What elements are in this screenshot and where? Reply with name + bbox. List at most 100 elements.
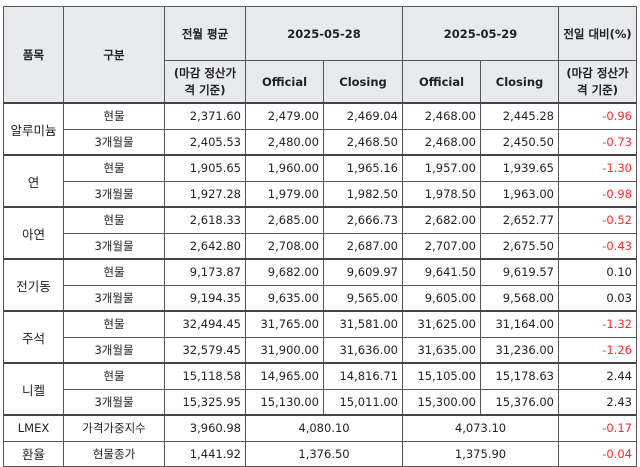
d1-official-cell: 1,979.00: [245, 180, 324, 208]
table-row: 3개월물 9,194.35 9,635.00 9,565.00 9,605.00…: [4, 284, 637, 312]
d2-closing-cell: 9,568.00: [480, 284, 559, 312]
header-d1-closing: Closing: [323, 60, 403, 104]
header-d2-official: Official: [402, 60, 481, 104]
d1-official-cell: 2,708.00: [245, 232, 324, 260]
d1-official-cell: 31,765.00: [245, 310, 324, 338]
table-row: 알루미늄 현물 2,371.60 2,479.00 2,469.04 2,468…: [3, 102, 637, 156]
d2-closing-cell: 2,445.28: [480, 102, 559, 130]
lme-price-table: 품목 구분 전월 평균 2025-05-28 2025-05-29 전일 대비(…: [3, 6, 637, 467]
header-item: 품목: [3, 6, 64, 104]
avg-cell: 1,927.28: [164, 180, 246, 208]
d1-value-cell: 4,080.10: [245, 414, 403, 442]
d1-closing-cell: 14,816.71: [323, 362, 403, 390]
kind-cell: 3개월물: [63, 232, 165, 260]
change-cell: -0.43: [558, 232, 637, 260]
kind-cell: 3개월물: [63, 336, 165, 364]
table-row-fx: 환율 현물종가 1,441.92 1,376.50 1,375.90 -0.04: [3, 440, 637, 467]
header-prev-avg: 전월 평균: [164, 6, 246, 61]
d2-official-cell: 31,635.00: [402, 336, 481, 364]
kind-cell: 3개월물: [63, 128, 165, 156]
table-row: 3개월물 2,405.53 2,480.00 2,468.50 2,468.00…: [4, 128, 637, 156]
change-cell: -0.52: [558, 206, 637, 234]
table-row: 아연 현물 2,618.33 2,685.00 2,666.73 2,682.0…: [3, 206, 637, 260]
d1-closing-cell: 31,581.00: [323, 310, 403, 338]
header-date2: 2025-05-29: [402, 6, 559, 61]
header-date1: 2025-05-28: [245, 6, 403, 61]
table-row: 니켈 현물 15,118.58 14,965.00 14,816.71 15,1…: [3, 362, 637, 416]
d1-closing-cell: 2,468.50: [323, 128, 403, 156]
kind-cell: 현물: [63, 206, 165, 234]
avg-cell: 1,441.92: [164, 440, 246, 467]
d2-closing-cell: 31,164.00: [480, 310, 559, 338]
header-change: 전일 대비(%): [558, 6, 637, 61]
table-row: 3개월물 2,642.80 2,708.00 2,687.00 2,707.00…: [4, 232, 637, 260]
d1-closing-cell: 9,609.97: [323, 258, 403, 286]
d2-closing-cell: 15,178.63: [480, 362, 559, 390]
kind-cell: 3개월물: [63, 180, 165, 208]
d1-official-cell: 2,685.00: [245, 206, 324, 234]
d1-official-cell: 14,965.00: [245, 362, 324, 390]
item-name: 주석: [3, 310, 64, 364]
table-row: 3개월물 15,325.95 15,130.00 15,011.00 15,30…: [4, 388, 637, 416]
change-cell: -1.32: [558, 310, 637, 338]
d1-closing-cell: 15,011.00: [323, 388, 403, 416]
d2-official-cell: 9,641.50: [402, 258, 481, 286]
d2-closing-cell: 31,236.00: [480, 336, 559, 364]
item-name: LMEX: [3, 414, 64, 442]
change-cell: -1.26: [558, 336, 637, 364]
d1-closing-cell: 1,965.16: [323, 154, 403, 182]
avg-cell: 9,194.35: [164, 284, 246, 312]
d1-official-cell: 9,682.00: [245, 258, 324, 286]
kind-cell: 가격가중지수: [63, 414, 165, 442]
avg-cell: 32,579.45: [164, 336, 246, 364]
change-cell: -0.96: [558, 102, 637, 130]
kind-cell: 현물: [63, 102, 165, 130]
kind-cell: 현물: [63, 154, 165, 182]
header-prev-avg-sub: (마감 정산가격 기준): [164, 60, 246, 104]
header-d2-closing: Closing: [480, 60, 559, 104]
d2-closing-cell: 2,675.50: [480, 232, 559, 260]
d2-value-cell: 1,375.90: [402, 440, 559, 467]
kind-cell: 현물: [63, 362, 165, 390]
d2-official-cell: 9,605.00: [402, 284, 481, 312]
header-change-sub: (마감 정산가격 기준): [558, 60, 637, 104]
avg-cell: 9,173.87: [164, 258, 246, 286]
d1-official-cell: 2,479.00: [245, 102, 324, 130]
d1-official-cell: 2,480.00: [245, 128, 324, 156]
table-row: 전기동 현물 9,173.87 9,682.00 9,609.97 9,641.…: [3, 258, 637, 312]
change-cell: 2.44: [558, 362, 637, 390]
kind-cell: 현물종가: [63, 440, 165, 467]
change-cell: 0.03: [558, 284, 637, 312]
table-body: 알루미늄 현물 2,371.60 2,479.00 2,469.04 2,468…: [3, 102, 637, 467]
kind-cell: 현물: [63, 258, 165, 286]
table-row: 3개월물 1,927.28 1,979.00 1,982.50 1,978.50…: [4, 180, 637, 208]
change-cell: -0.98: [558, 180, 637, 208]
avg-cell: 15,325.95: [164, 388, 246, 416]
d1-official-cell: 9,635.00: [245, 284, 324, 312]
d1-closing-cell: 2,469.04: [323, 102, 403, 130]
avg-cell: 1,905.65: [164, 154, 246, 182]
d2-official-cell: 31,625.00: [402, 310, 481, 338]
d1-value-cell: 1,376.50: [245, 440, 403, 467]
header-kind: 구분: [63, 6, 165, 104]
d1-closing-cell: 2,687.00: [323, 232, 403, 260]
item-name: 환율: [3, 440, 64, 467]
d2-closing-cell: 2,450.50: [480, 128, 559, 156]
d2-official-cell: 1,957.00: [402, 154, 481, 182]
header-d1-official: Official: [245, 60, 324, 104]
d2-closing-cell: 15,376.00: [480, 388, 559, 416]
d2-official-cell: 15,105.00: [402, 362, 481, 390]
item-name: 아연: [3, 206, 64, 260]
d1-official-cell: 1,960.00: [245, 154, 324, 182]
item-name: 니켈: [3, 362, 64, 416]
price-table-container: 품목 구분 전월 평균 2025-05-28 2025-05-29 전일 대비(…: [3, 6, 637, 467]
kind-cell: 3개월물: [63, 388, 165, 416]
table-row: 3개월물 32,579.45 31,900.00 31,636.00 31,63…: [4, 336, 637, 364]
d2-official-cell: 15,300.00: [402, 388, 481, 416]
d2-official-cell: 2,707.00: [402, 232, 481, 260]
change-cell: 2.43: [558, 388, 637, 416]
change-cell: -0.73: [558, 128, 637, 156]
item-name: 연: [3, 154, 64, 208]
d1-closing-cell: 9,565.00: [323, 284, 403, 312]
d2-official-cell: 2,468.00: [402, 128, 481, 156]
